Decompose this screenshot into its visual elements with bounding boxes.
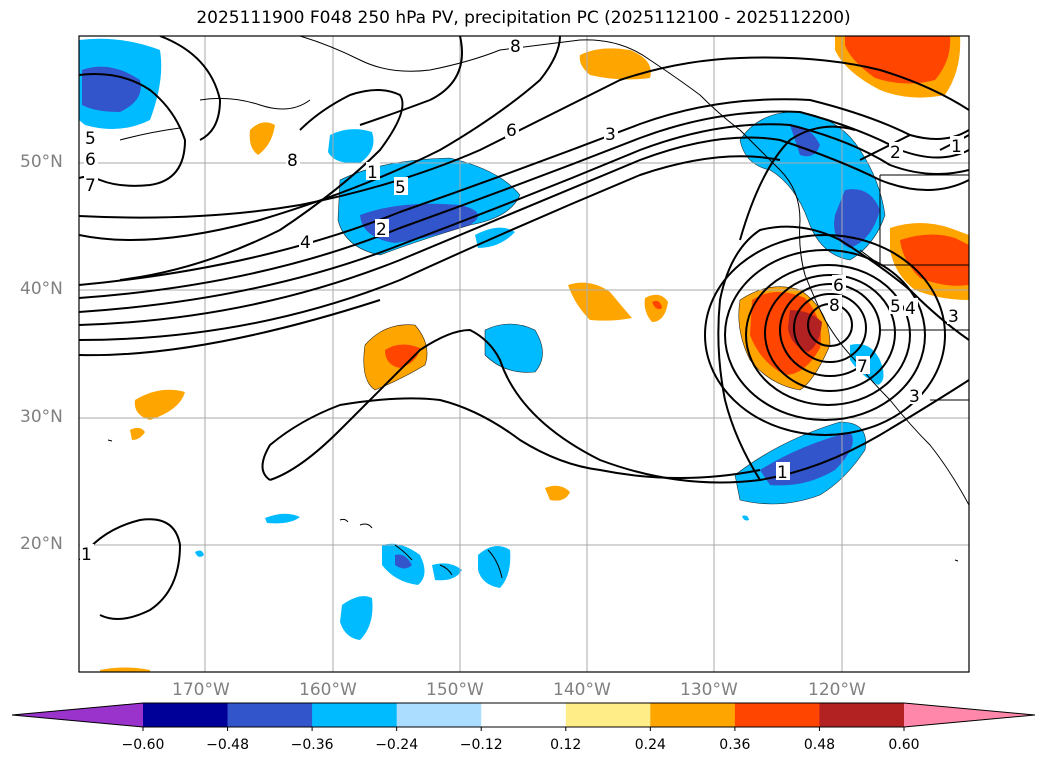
colorbar-extend-max <box>904 703 1035 727</box>
lon-label: 140°W <box>553 680 611 700</box>
colorbar-tick-label: 0.12 <box>550 737 582 753</box>
colorbar-tick-label: 0.36 <box>719 737 751 753</box>
precip-pos-sw2 <box>130 427 145 440</box>
colorbar-tick-label: −0.60 <box>121 737 165 753</box>
colorbar-tick-label: −0.36 <box>290 737 334 753</box>
contour-label: 3 <box>909 387 920 407</box>
colorbar <box>11 702 1036 731</box>
colorbar-segment <box>565 703 651 727</box>
colorbar-segment <box>312 703 398 727</box>
precip-neg-hawaii3 <box>432 563 462 581</box>
lon-label: 150°W <box>426 680 484 700</box>
lon-label: 130°W <box>680 680 738 700</box>
precip-pos-ak <box>579 48 651 80</box>
precip-neg-hawaii5 <box>340 596 373 640</box>
contour-label: 4 <box>905 299 916 319</box>
precip-pos-mid2 <box>644 294 668 322</box>
precip-neg-hawaii4 <box>478 546 511 588</box>
precip-neg-1 <box>328 129 374 164</box>
colorbar-tick-label: 0.60 <box>888 737 920 753</box>
contour-label: 1 <box>777 463 788 483</box>
precip-pos-c-core <box>385 344 420 368</box>
precip-pos-sw1 <box>134 389 185 420</box>
colorbar-tick-label: 0.24 <box>634 737 666 753</box>
precip-pos-bottom <box>100 667 150 672</box>
colorbar-segment <box>819 703 905 727</box>
lon-label: 160°W <box>299 680 357 700</box>
map-title: 2025111900 F048 250 hPa PV, precipitatio… <box>196 8 851 28</box>
precip-neg-tiny2 <box>742 515 749 521</box>
colorbar-tick-label: −0.48 <box>206 737 249 753</box>
colorbar-segment <box>650 703 736 727</box>
colorbar-segment <box>481 703 567 727</box>
precip-pos-mid2-core <box>652 300 662 310</box>
lat-label: 30°N <box>20 407 63 427</box>
colorbar-segment <box>734 703 820 727</box>
colorbar-segment <box>143 703 229 727</box>
contour-label: 8 <box>510 37 521 57</box>
contour-label: 2 <box>890 143 901 163</box>
colorbar-extend-min <box>12 703 143 727</box>
contour-label: 7 <box>857 357 868 377</box>
contour-label: 6 <box>85 150 96 170</box>
contour-label: 5 <box>85 129 96 149</box>
precip-pos-ne-core <box>845 36 951 84</box>
precip-neg-coast-core <box>790 125 880 248</box>
contour-label: 8 <box>829 296 840 316</box>
colorbar-segment <box>396 703 482 727</box>
lon-label: 170°W <box>172 680 230 700</box>
contour-label: 1 <box>951 137 962 157</box>
lat-label: 50°N <box>20 152 63 172</box>
contour-label: 4 <box>300 233 311 253</box>
precip-neg-tiny <box>195 550 204 557</box>
colorbar-tick-label: 0.48 <box>803 737 836 753</box>
contour-label: 3 <box>605 125 616 145</box>
precip-neg-hawaii1 <box>265 513 300 524</box>
contour-label: 2 <box>376 220 387 240</box>
contour-label: 1 <box>81 545 92 565</box>
precip-neg-hawaii2-core <box>395 554 412 569</box>
precip-pos-w <box>249 122 275 155</box>
lon-label: 120°W <box>808 680 866 700</box>
contour-label: 3 <box>948 307 959 327</box>
lat-label: 40°N <box>20 279 63 299</box>
contour-label: 6 <box>833 276 844 296</box>
colorbar-tick-label: −0.24 <box>375 737 419 753</box>
contour-label: 5 <box>395 178 406 198</box>
contour-label: 1 <box>367 163 378 183</box>
contour-label: 7 <box>85 176 96 196</box>
colorbar-tick-label: −0.12 <box>459 737 503 753</box>
lat-label: 20°N <box>20 534 63 554</box>
contour-label: 8 <box>287 151 298 171</box>
map-frame <box>78 35 970 673</box>
precip-pos-e-core <box>900 234 969 286</box>
precip-pos-s <box>545 485 570 501</box>
contour-label: 5 <box>890 297 901 317</box>
colorbar-segment <box>227 703 313 727</box>
precip-pos-mid <box>568 282 632 321</box>
contour-label: 6 <box>506 121 517 141</box>
graticule <box>79 36 969 672</box>
